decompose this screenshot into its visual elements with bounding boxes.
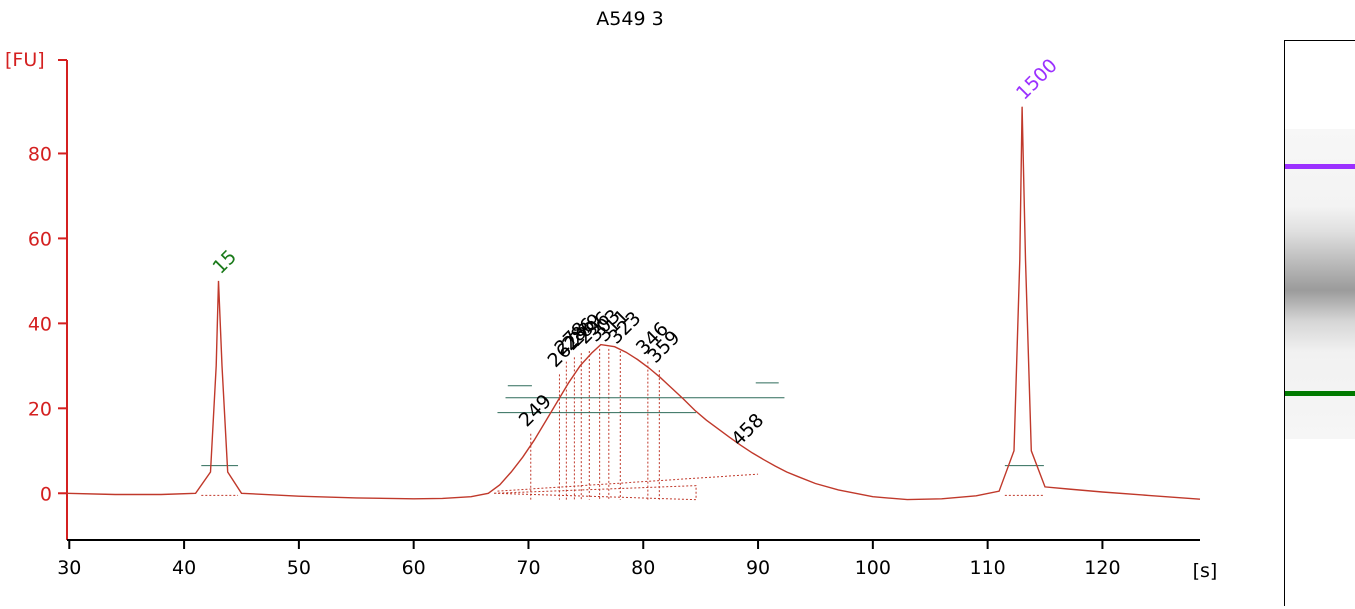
y-tick-label: 20: [28, 398, 52, 420]
gel-upper-marker-band: [1285, 164, 1355, 169]
x-tick-label: 90: [746, 557, 770, 579]
axes: 0 20 40 60 80 [FU] 30 40 50 60 70 80 90 100 110 120 [s]: [5, 49, 1217, 582]
gel-smear: [1285, 129, 1355, 439]
x-tick-label: 60: [402, 557, 426, 579]
x-tick-label: 80: [631, 557, 655, 579]
x-tick-label: 40: [172, 557, 196, 579]
y-axis-label: [FU]: [5, 49, 45, 71]
peak-label: 249: [515, 390, 556, 431]
x-tick-label: 70: [516, 557, 540, 579]
trace: [66, 106, 1201, 501]
x-tick-label: 100: [855, 557, 891, 579]
peak-labels: 1515002492622782862892963033113233463594…: [209, 55, 1062, 451]
x-tick-label: 120: [1084, 557, 1120, 579]
x-tick-label: 110: [970, 557, 1006, 579]
x-tick-label: 30: [57, 557, 81, 579]
x-axis-label: [s]: [1193, 560, 1218, 582]
chart-title: A549 3: [596, 8, 664, 30]
y-tick-label: 40: [28, 313, 52, 335]
y-tick-label: 80: [28, 143, 52, 165]
y-tick-label: 60: [28, 228, 52, 250]
virtual-gel-lane: [1284, 40, 1355, 606]
integration-baseline: [494, 485, 697, 501]
integration-region: [201, 348, 1044, 501]
y-tick-label: 0: [40, 483, 52, 505]
marker-peak-label: 15: [209, 246, 242, 279]
x-tick-label: 50: [287, 557, 311, 579]
integration-baseline: [497, 473, 759, 492]
peak-label: 458: [727, 409, 768, 450]
marker-peak-label: 1500: [1012, 55, 1062, 105]
trace-line: [66, 106, 1201, 501]
gel-lower-marker-band: [1285, 391, 1355, 396]
